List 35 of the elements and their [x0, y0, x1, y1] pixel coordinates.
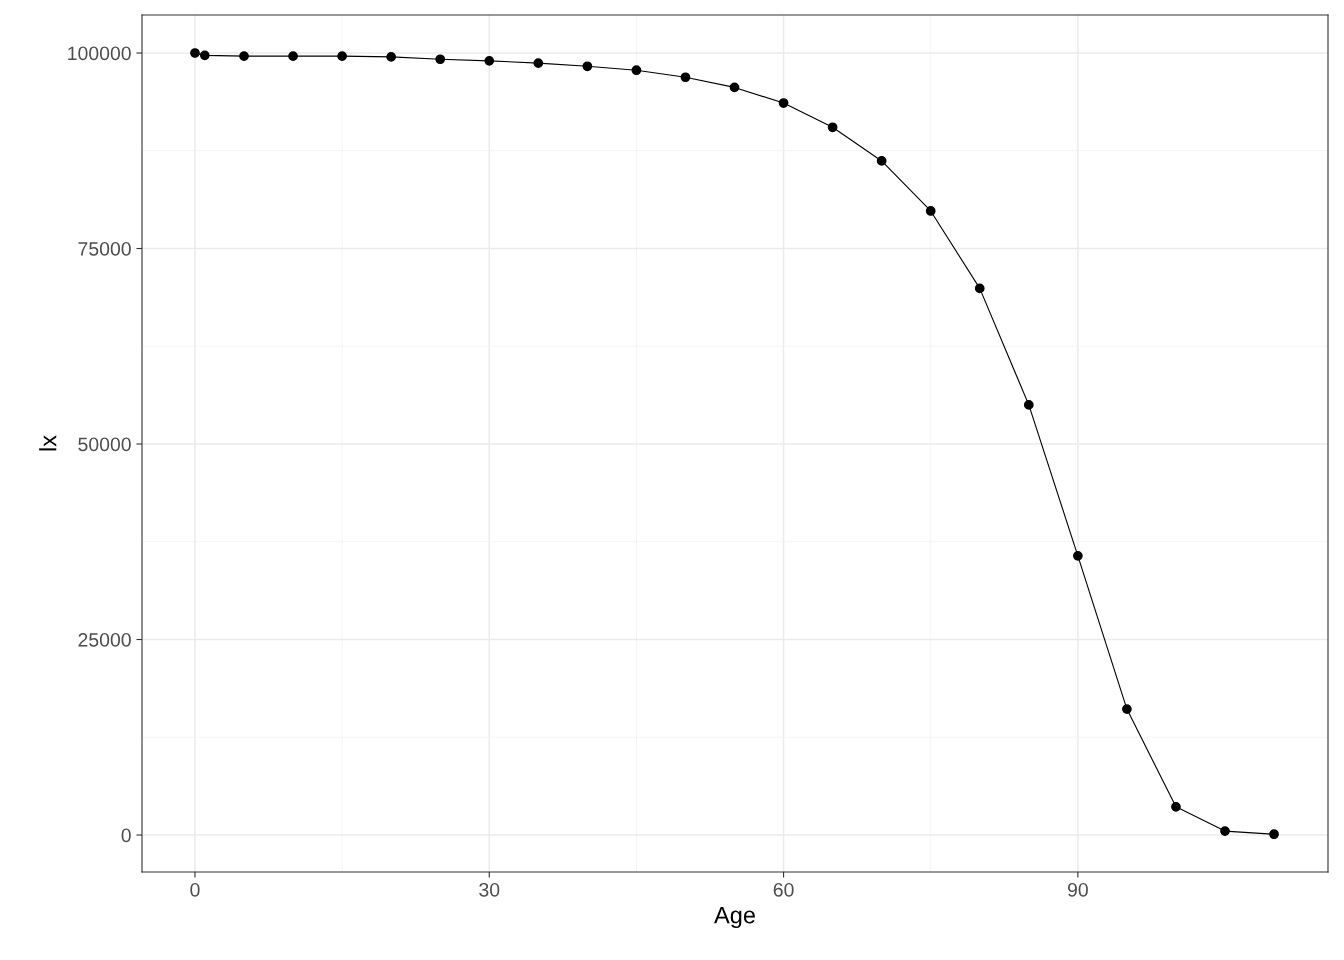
x-tick-label: 30 — [479, 882, 500, 897]
point — [288, 51, 298, 61]
point — [239, 51, 249, 61]
x-tick-label: 60 — [773, 882, 794, 897]
y-tick-label: 25000 — [78, 632, 131, 647]
y-axis-title: lx — [39, 435, 57, 451]
y-tick-label: 0 — [121, 828, 131, 843]
point — [484, 55, 495, 66]
point — [1269, 829, 1279, 840]
point — [1122, 704, 1132, 714]
point — [190, 48, 200, 58]
y-tick-label: 75000 — [78, 241, 131, 256]
point — [1171, 801, 1181, 812]
point — [435, 54, 446, 65]
point — [1220, 826, 1230, 836]
y-tick-label: 50000 — [78, 437, 131, 452]
point — [925, 206, 936, 216]
point — [680, 72, 691, 83]
point — [337, 51, 347, 61]
point — [729, 82, 740, 93]
point — [631, 65, 642, 76]
point — [582, 61, 593, 72]
point — [386, 52, 397, 62]
x-tick-label: 90 — [1067, 882, 1088, 897]
x-axis-title: Age — [714, 906, 755, 929]
x-tick-label: 0 — [190, 882, 200, 897]
point — [1023, 400, 1034, 410]
point — [876, 156, 887, 166]
point — [827, 122, 838, 133]
point — [1072, 550, 1083, 561]
point — [533, 58, 544, 69]
y-tick-label: 100000 — [68, 46, 131, 61]
point — [974, 283, 985, 294]
point — [199, 50, 210, 61]
point — [778, 98, 789, 108]
